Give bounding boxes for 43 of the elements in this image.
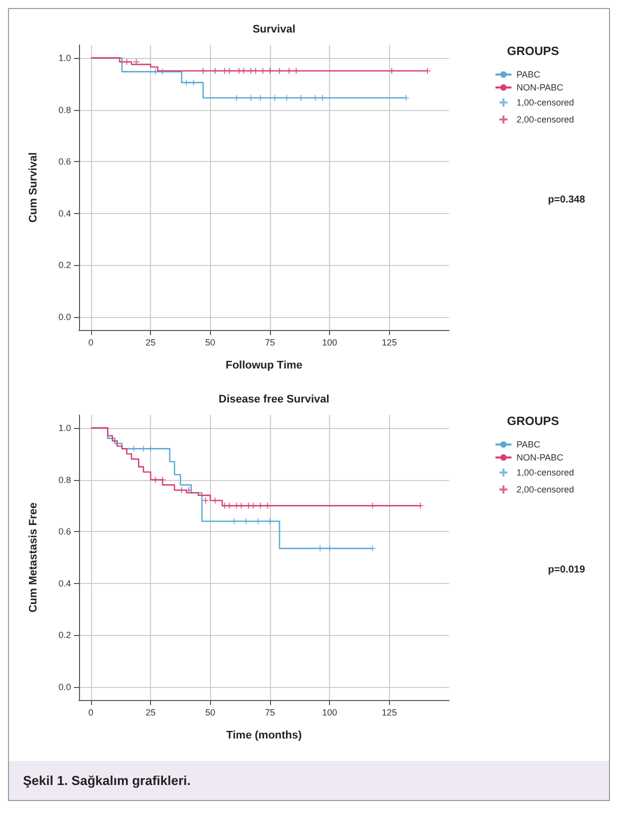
y-tick-label: 0.4 bbox=[58, 578, 71, 588]
chart-title: Disease free Survival bbox=[218, 394, 330, 406]
legend-label: PABC bbox=[516, 70, 541, 80]
y-tick-label: 0.8 bbox=[58, 104, 71, 115]
legend-label: 1,00-censored bbox=[516, 98, 574, 108]
y-axis-title: Cum Metastasis Free bbox=[28, 502, 40, 613]
x-tick-label: 0 bbox=[88, 708, 94, 718]
x-tick-label: 75 bbox=[264, 338, 275, 348]
y-tick-label: 0.2 bbox=[58, 260, 71, 270]
x-tick-label: 100 bbox=[322, 708, 338, 718]
text: p=0.019 bbox=[548, 564, 586, 576]
x-axis-title: Time (months) bbox=[226, 730, 302, 742]
text: p=0.348 bbox=[548, 194, 586, 206]
legend-label: 2,00-censored bbox=[516, 114, 574, 124]
y-axis-title: Cum Survival bbox=[28, 152, 40, 223]
x-tick-label: 100 bbox=[322, 338, 338, 348]
x-tick-label: 125 bbox=[382, 338, 397, 348]
legend-label: NON-PABC bbox=[516, 82, 564, 92]
legend-label: PABC bbox=[516, 440, 541, 450]
x-tick-label: 0 bbox=[88, 338, 94, 348]
y-tick-label: 1.0 bbox=[58, 422, 71, 433]
chart-title: Survival bbox=[252, 24, 296, 36]
text: Şekil 1. Sağkalım grafikleri. bbox=[9, 761, 609, 800]
x-tick-label: 75 bbox=[264, 708, 275, 718]
y-tick-label: 0.0 bbox=[58, 682, 71, 692]
legend-label: NON-PABC bbox=[516, 452, 564, 462]
x-tick-label: 50 bbox=[205, 708, 216, 718]
legend-label: 2,00-censored bbox=[516, 484, 574, 494]
x-tick-label: 50 bbox=[205, 338, 216, 348]
y-tick-label: 0.6 bbox=[58, 156, 71, 167]
y-tick-label: 0.0 bbox=[58, 312, 71, 322]
x-tick-label: 25 bbox=[146, 338, 156, 348]
legend-label: 1,00-censored bbox=[516, 468, 574, 478]
x-tick-label: 25 bbox=[146, 708, 156, 718]
y-tick-label: 1.0 bbox=[58, 52, 71, 63]
x-tick-label: 125 bbox=[382, 708, 397, 718]
x-axis-title: Followup Time bbox=[226, 360, 302, 372]
y-tick-label: 0.6 bbox=[58, 526, 71, 537]
y-tick-label: 0.2 bbox=[58, 630, 71, 640]
legend-title: GROUPS bbox=[506, 44, 560, 58]
legend-title: GROUPS bbox=[506, 414, 560, 428]
y-tick-label: 0.8 bbox=[58, 474, 71, 485]
y-tick-label: 0.4 bbox=[58, 208, 71, 218]
